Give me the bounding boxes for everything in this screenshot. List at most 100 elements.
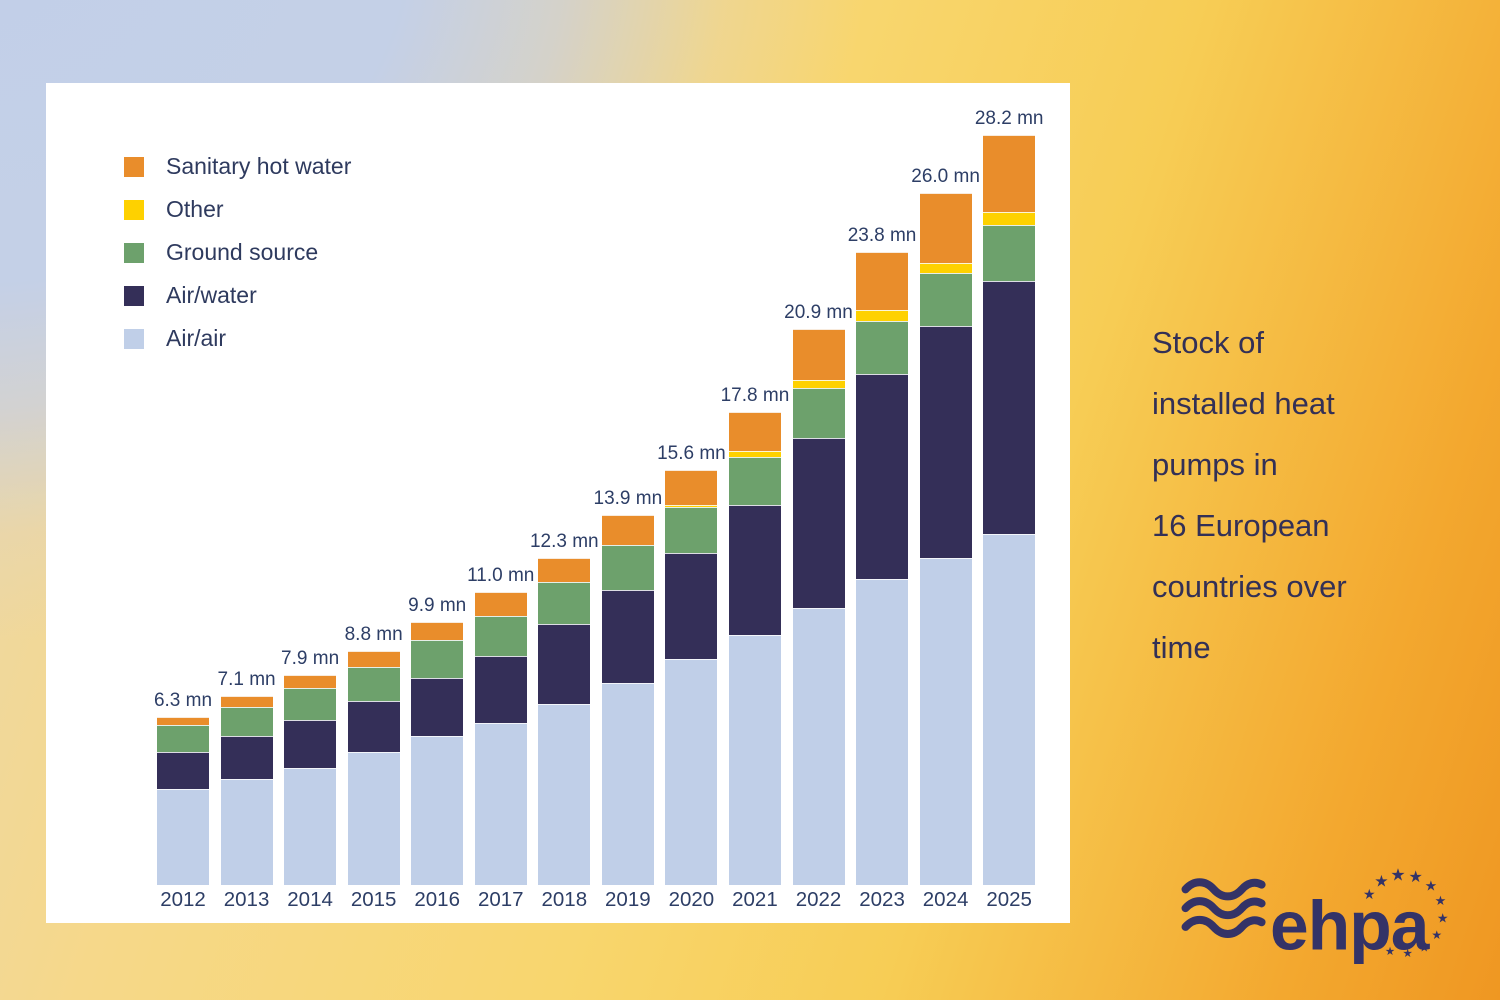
segment-air-air-2016 [411,736,464,885]
total-label-2018: 12.3 mn [529,530,599,552]
segment-sanitary-hot-water-2012 [157,717,209,726]
bar-column-2020 [665,470,718,885]
x-tick-2025: 2025 [986,888,1032,911]
total-label-2022: 20.9 mn [784,302,853,324]
eu-star-icon: ★ [1435,893,1447,908]
total-label-2015: 8.8 mn [344,623,403,645]
eu-star-icon: ★ [1385,946,1395,958]
bar-column-2015 [347,650,400,885]
total-label-2020: 15.6 mn [657,443,726,465]
x-tick-2018: 2018 [541,888,588,911]
segment-sanitary-hot-water-2023 [856,251,909,311]
segment-other-2023 [856,310,909,322]
title-line: countries over [1152,569,1347,604]
segment-air-water-2022 [792,438,845,609]
segment-ground-source-2015 [347,666,400,702]
total-label-2019: 13.9 mn [593,488,663,510]
legend-item-air-air: Air/air [124,317,351,360]
bar-column-2016 [411,621,464,885]
legend-item-other: Other [124,188,351,231]
bar-column-2021 [728,411,781,885]
segment-sanitary-hot-water-2018 [538,557,591,582]
segment-ground-source-2013 [220,706,273,737]
total-label-2024: 26.0 mn [911,166,980,188]
segment-sanitary-hot-water-2015 [347,650,400,667]
legend-swatch-icon [124,199,144,220]
segment-sanitary-hot-water-2025 [983,134,1036,213]
plot-area: 6.3 mn 2012 7.1 mn 2013 7.9 mn 2014 8.8 mn 2015… [46,83,1070,923]
segment-air-air-2025 [983,533,1036,885]
segment-air-air-2014 [284,767,337,885]
legend-swatch-icon [124,328,144,349]
bar-column-2014 [284,674,337,885]
segment-air-water-2018 [538,624,591,705]
segment-ground-source-2017 [474,616,527,657]
eu-star-icon: ★ [1437,911,1449,926]
ehpa-logo: ehpa ★ ★ ★ ★ ★ ★ ★ ★ ★ ★ ★ [1178,858,1488,978]
eu-star-icon: ★ [1363,886,1376,902]
segment-air-water-2024 [919,326,972,558]
bar-column-2019 [601,515,654,885]
eu-star-icon: ★ [1419,940,1430,954]
segment-ground-source-2019 [601,544,654,590]
segment-other-2021 [728,451,781,457]
total-label-2014: 7.9 mn [281,647,340,669]
total-label-2023: 23.8 mn [847,224,917,246]
segment-ground-source-2012 [157,725,209,752]
segment-air-water-2013 [220,736,273,779]
eu-star-icon: ★ [1409,869,1423,886]
x-tick-2015: 2015 [350,888,397,911]
segment-sanitary-hot-water-2024 [919,193,972,263]
bar-column-2025 [983,134,1036,885]
title-line: 16 European [1152,508,1330,543]
segment-air-water-2025 [983,281,1036,534]
segment-air-air-2022 [792,608,845,885]
segment-air-air-2024 [919,557,972,885]
segment-air-water-2019 [601,589,654,683]
bar-column-2023 [856,251,909,885]
x-tick-2012: 2012 [160,888,206,911]
segment-sanitary-hot-water-2019 [601,515,654,545]
title-line: time [1152,630,1211,665]
segment-ground-source-2020 [665,507,718,553]
total-label-2012: 6.3 mn [153,690,213,712]
segment-sanitary-hot-water-2017 [474,592,527,617]
segment-ground-source-2014 [284,688,337,721]
chart-panel: 6.3 mn 2012 7.1 mn 2013 7.9 mn 2014 8.8 mn 2015… [46,83,1070,923]
legend-label: Other [166,196,224,222]
segment-other-2024 [919,262,972,274]
x-tick-2013: 2013 [223,888,270,911]
segment-air-water-2012 [157,752,209,790]
legend-label: Ground source [166,239,319,265]
segment-air-water-2020 [665,552,718,659]
bar-column-2018 [538,557,591,885]
legend-swatch-icon [124,285,144,306]
waves-icon [1181,878,1266,938]
legend-item-air-water: Air/water [124,274,351,317]
segment-ground-source-2025 [983,225,1036,282]
eu-stars-icon: ★★ ★ ★ ★★★★★★★ [1363,866,1449,960]
eu-star-icon: ★ [1425,877,1438,893]
segment-air-air-2018 [538,704,591,885]
segment-air-water-2016 [411,677,464,737]
x-tick-2021: 2021 [732,888,778,911]
legend-label: Air/water [166,282,257,308]
segment-air-air-2020 [665,658,718,885]
segment-ground-source-2021 [728,456,781,505]
eu-star-icon: ★ [1390,866,1405,885]
segment-sanitary-hot-water-2014 [284,674,337,689]
x-tick-2020: 2020 [668,888,715,911]
segment-sanitary-hot-water-2013 [220,696,273,707]
segment-air-air-2013 [220,778,273,885]
segment-ground-source-2023 [856,321,909,375]
page-title: Stock of installed heat pumps in 16 Euro… [1152,312,1482,678]
segment-ground-source-2018 [538,581,591,625]
segment-air-water-2021 [728,504,781,635]
segment-other-2020 [665,504,718,508]
title-line: Stock of [1152,325,1264,360]
segment-air-air-2012 [157,789,209,885]
segment-air-water-2014 [284,720,337,768]
segment-air-water-2017 [474,656,527,723]
segment-air-air-2017 [474,722,527,885]
